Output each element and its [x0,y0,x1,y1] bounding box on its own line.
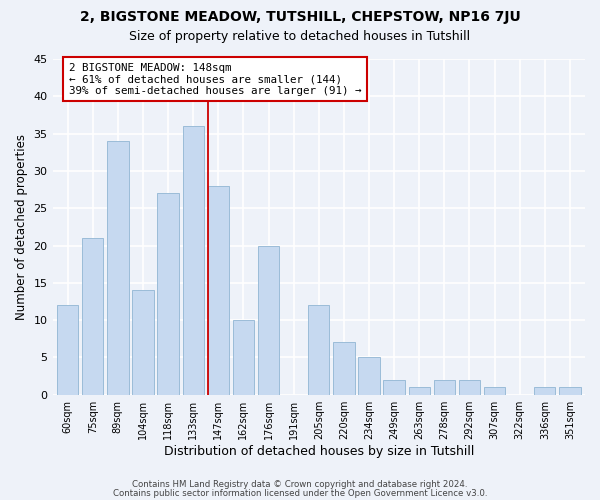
Text: Contains public sector information licensed under the Open Government Licence v3: Contains public sector information licen… [113,488,487,498]
Bar [107,141,128,395]
Text: Size of property relative to detached houses in Tutshill: Size of property relative to detached ho… [130,30,470,43]
Bar [82,238,103,394]
Bar [459,380,480,394]
Bar [182,126,204,394]
Text: Contains HM Land Registry data © Crown copyright and database right 2024.: Contains HM Land Registry data © Crown c… [132,480,468,489]
X-axis label: Distribution of detached houses by size in Tutshill: Distribution of detached houses by size … [164,444,474,458]
Bar [409,387,430,394]
Bar [258,246,279,394]
Bar [434,380,455,394]
Bar [208,186,229,394]
Bar [333,342,355,394]
Text: 2, BIGSTONE MEADOW, TUTSHILL, CHEPSTOW, NP16 7JU: 2, BIGSTONE MEADOW, TUTSHILL, CHEPSTOW, … [80,10,520,24]
Bar [484,387,505,394]
Bar [132,290,154,395]
Bar [383,380,405,394]
Text: 2 BIGSTONE MEADOW: 148sqm
← 61% of detached houses are smaller (144)
39% of semi: 2 BIGSTONE MEADOW: 148sqm ← 61% of detac… [69,62,361,96]
Bar [308,305,329,394]
Bar [157,194,179,394]
Bar [358,358,380,395]
Y-axis label: Number of detached properties: Number of detached properties [15,134,28,320]
Bar [559,387,581,394]
Bar [57,305,78,394]
Bar [233,320,254,394]
Bar [534,387,556,394]
